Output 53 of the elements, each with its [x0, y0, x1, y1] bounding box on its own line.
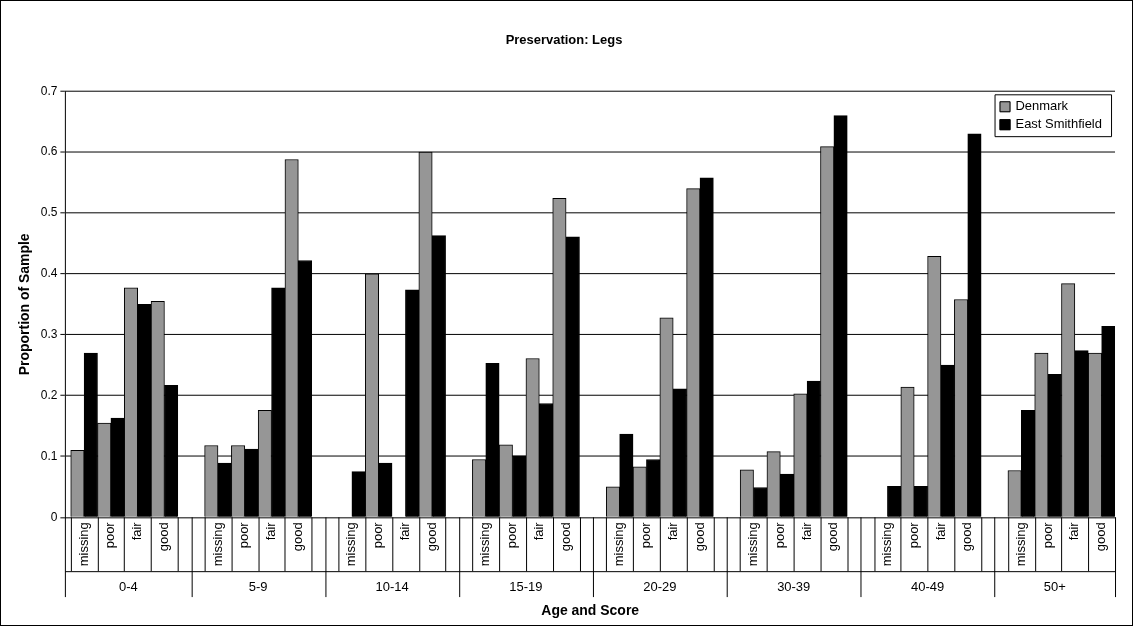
x-tick-label: missing — [209, 522, 225, 567]
x-tick-label: fair — [664, 521, 680, 541]
x-tick-label: good — [423, 522, 439, 552]
text: 40-49 — [911, 578, 945, 594]
x-tick-label: fair — [397, 521, 413, 541]
x-tick-label: missing — [477, 522, 493, 567]
y-tick-label: 0.7 — [40, 83, 58, 98]
text: 30-39 — [777, 578, 811, 594]
x-tick-label: good — [1093, 522, 1109, 552]
x-tick-label: poor — [771, 521, 787, 549]
y-tick-label: 0.4 — [40, 266, 58, 281]
y-tick-label: 0.3 — [40, 327, 58, 342]
text: 50+ — [1043, 578, 1066, 594]
x-tick-label: poor — [905, 521, 921, 549]
x-tick-label: missing — [75, 522, 91, 567]
y-tick-label: 0.5 — [40, 205, 58, 220]
x-tick-label: good — [691, 522, 707, 552]
y-tick-label: 0.6 — [40, 144, 58, 159]
x-tick-label: poor — [1039, 521, 1055, 549]
y-tick-label: 0.2 — [40, 387, 58, 402]
x-tick-label: good — [557, 522, 573, 552]
x-tick-label: good — [289, 522, 305, 552]
x-tick-label: good — [825, 522, 841, 552]
x-tick-label: fair — [530, 521, 546, 541]
x-tick-label: missing — [611, 522, 627, 567]
x-tick-label: missing — [343, 522, 359, 567]
x-tick-label: poor — [102, 521, 118, 549]
legend-label: Denmark — [1015, 97, 1069, 113]
text: 0-4 — [118, 578, 138, 594]
x-tick-label: fair — [798, 521, 814, 541]
legend-label: East Smithfield — [1015, 115, 1102, 131]
y-tick-label: 0.1 — [40, 448, 58, 463]
x-axis-title: Age and Score — [541, 601, 640, 618]
text: 20-29 — [643, 578, 677, 594]
x-tick-label: fair — [932, 521, 948, 541]
x-tick-label: poor — [370, 521, 386, 549]
text: 5-9 — [248, 578, 268, 594]
x-tick-label: good — [959, 522, 975, 552]
x-tick-label: fair — [263, 521, 279, 541]
y-axis-title: Proportion of Sample — [16, 233, 33, 376]
x-tick-label: missing — [745, 522, 761, 567]
x-tick-label: poor — [236, 521, 252, 549]
x-tick-label: poor — [504, 521, 520, 549]
text: 15-19 — [509, 578, 543, 594]
text: 10-14 — [375, 578, 409, 594]
x-tick-label: fair — [1066, 521, 1082, 541]
x-tick-label: missing — [878, 522, 894, 567]
chart-title: Preservation: Legs — [505, 32, 623, 48]
x-tick-label: good — [156, 522, 172, 552]
x-tick-label: fair — [129, 521, 145, 541]
y-tick-label: 0 — [50, 509, 58, 524]
x-tick-label: poor — [637, 521, 653, 549]
x-tick-label: missing — [1012, 522, 1028, 567]
